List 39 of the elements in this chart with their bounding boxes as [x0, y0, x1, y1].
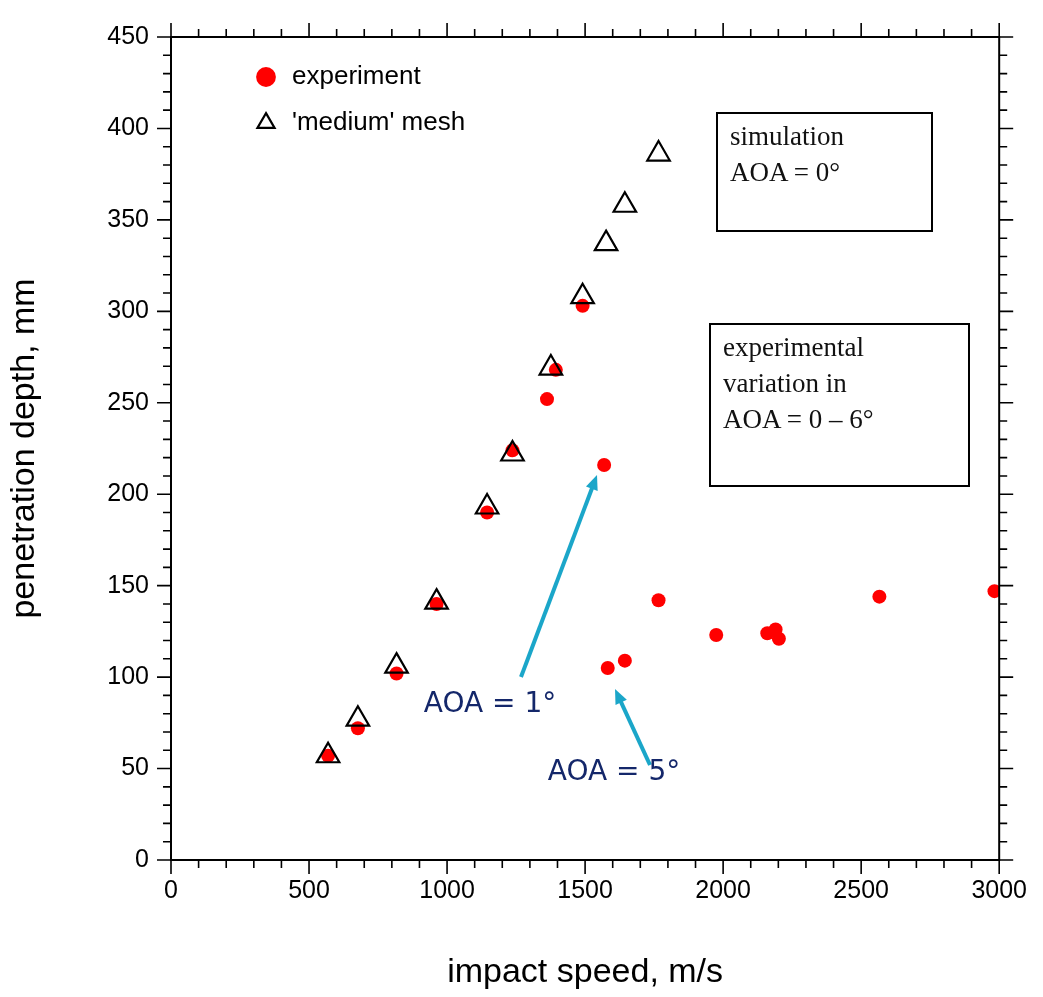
x-tick-label: 0 — [164, 874, 178, 903]
x-tick-label: 500 — [288, 874, 330, 903]
point — [612, 191, 638, 213]
point — [538, 353, 564, 376]
x-tick-label: 3000 — [971, 874, 1027, 903]
y-tick-label: 250 — [107, 386, 149, 415]
y-tick-label: 50 — [121, 752, 149, 781]
x-tick-label: 1500 — [557, 874, 613, 903]
y-tick-label: 350 — [107, 203, 149, 232]
y-axis-title: penetration depth, mm — [2, 278, 41, 619]
y-tick-label: 450 — [107, 20, 149, 49]
x-axis-title: impact speed, m/s — [447, 950, 724, 989]
y-tick-label: 400 — [107, 112, 149, 141]
x-tick-label: 2500 — [833, 874, 889, 903]
point — [570, 282, 595, 305]
point — [646, 139, 671, 162]
y-tick-label: 300 — [107, 295, 149, 324]
point — [540, 392, 554, 407]
point — [771, 631, 786, 646]
y-tick-label: 100 — [107, 661, 149, 689]
y-tick-label: 150 — [107, 569, 149, 598]
point — [617, 653, 632, 668]
point — [872, 589, 887, 604]
y-tick-label: 200 — [107, 478, 149, 507]
point — [593, 229, 619, 252]
point — [600, 660, 615, 675]
point — [987, 584, 1000, 599]
point — [597, 457, 612, 472]
point — [709, 628, 724, 643]
note-frame: simulation AOA = 0° — [716, 112, 933, 232]
y-tick-label: 0 — [135, 843, 149, 872]
note-frame: experimental variation in AOA = 0 – 6° — [709, 323, 970, 487]
legend-label: experiment — [292, 60, 422, 91]
x-tick-label: 1000 — [419, 874, 475, 903]
annotation: AOA = 5° — [547, 754, 681, 788]
legend-label: 'medium' mesh — [292, 106, 466, 137]
x-tick-label: 2000 — [695, 874, 751, 903]
point — [651, 593, 666, 608]
annotation: AOA = 1° — [423, 686, 557, 720]
